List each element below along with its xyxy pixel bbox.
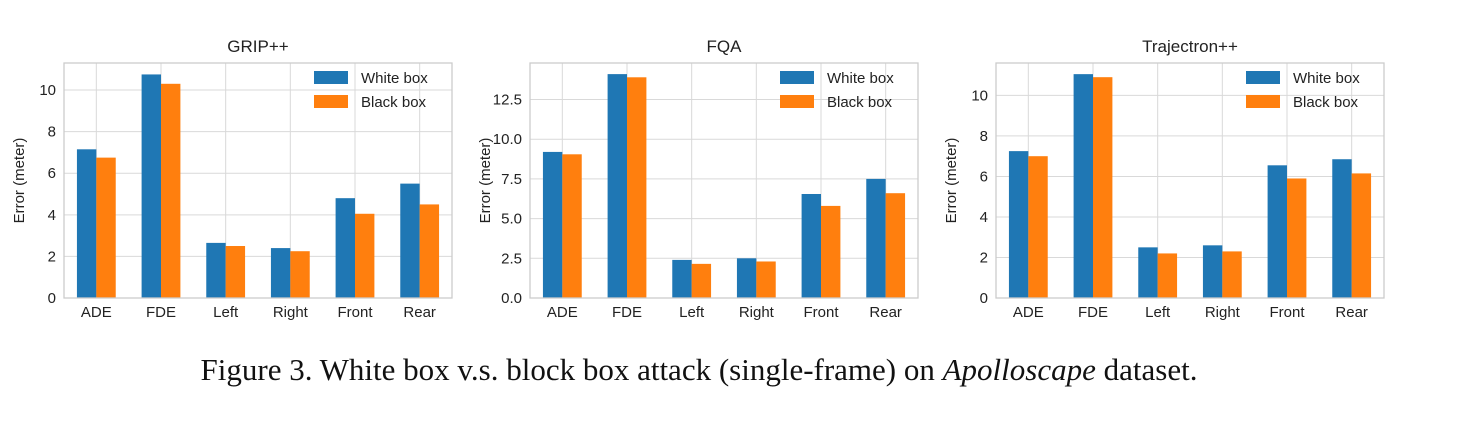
- y-tick-label: 10.0: [493, 131, 522, 148]
- x-tick-label: Left: [679, 304, 705, 321]
- y-tick-label: 6: [980, 168, 988, 185]
- caption-dataset-name: Apolloscape: [942, 352, 1096, 387]
- x-tick-label: FDE: [146, 304, 176, 321]
- x-tick-label: ADE: [547, 304, 578, 321]
- bar-white-box: [1267, 165, 1287, 298]
- y-axis-label: Error (meter): [943, 138, 960, 224]
- bar-white-box: [270, 248, 291, 298]
- figure-caption: Figure 3. White box v.s. block box attac…: [0, 352, 1398, 388]
- bar-black-box: [96, 157, 116, 298]
- x-tick-label: Left: [1145, 304, 1171, 321]
- legend-swatch: [780, 95, 814, 108]
- x-tick-label: Front: [803, 304, 839, 321]
- x-tick-label: Rear: [403, 304, 436, 321]
- x-tick-label: Rear: [1335, 304, 1368, 321]
- bar-black-box: [1351, 173, 1372, 298]
- legend-swatch: [1246, 71, 1280, 84]
- bar-white-box: [400, 183, 420, 298]
- bar-black-box: [1093, 77, 1113, 299]
- bar-black-box: [627, 77, 647, 298]
- bar-white-box: [206, 242, 226, 298]
- legend-label: White box: [827, 70, 894, 87]
- y-axis-label: Error (meter): [11, 138, 28, 224]
- bar-black-box: [1222, 251, 1242, 298]
- legend-label: White box: [1293, 70, 1360, 87]
- bar-black-box: [885, 193, 906, 298]
- chart-title: FQA: [707, 37, 743, 56]
- x-tick-label: Right: [739, 304, 775, 321]
- caption-prefix: Figure 3. White box v.s. block box attac…: [200, 352, 943, 387]
- x-tick-label: FDE: [1078, 304, 1108, 321]
- y-tick-label: 0: [48, 290, 56, 307]
- bar-white-box: [141, 74, 161, 298]
- chart-title: Trajectron++: [1142, 37, 1238, 56]
- y-tick-label: 12.5: [493, 92, 522, 109]
- legend-label: Black box: [827, 94, 893, 111]
- bar-white-box: [607, 74, 627, 298]
- bar-black-box: [1287, 178, 1307, 298]
- bar-black-box: [691, 263, 712, 298]
- y-tick-label: 7.5: [501, 171, 522, 188]
- bar-white-box: [542, 151, 563, 298]
- x-tick-label: ADE: [1013, 304, 1044, 321]
- bar-black-box: [756, 261, 776, 298]
- bar-white-box: [1332, 159, 1352, 298]
- bar-black-box: [1157, 253, 1178, 298]
- bar-white-box: [335, 198, 355, 298]
- x-tick-label: Front: [337, 304, 373, 321]
- bar-black-box: [419, 204, 440, 298]
- x-tick-label: FDE: [612, 304, 642, 321]
- bar-black-box: [562, 154, 582, 298]
- bar-white-box: [76, 149, 97, 298]
- bar-black-box: [161, 83, 181, 298]
- x-tick-label: Front: [1269, 304, 1305, 321]
- plot-frame: [63, 62, 453, 299]
- x-tick-label: Left: [213, 304, 239, 321]
- figure-charts: 0 2 4 6 8 10 ADE FDE Left Right Front Rear GRIP++ Err…: [11, 37, 1385, 321]
- bar-black-box: [290, 251, 310, 298]
- legend-swatch: [314, 95, 348, 108]
- bar-white-box: [672, 259, 692, 298]
- legend-swatch: [314, 71, 348, 84]
- bar-white-box: [1202, 245, 1223, 298]
- bar-black-box: [1028, 156, 1048, 298]
- y-tick-label: 5.0: [501, 211, 522, 228]
- legend-label: Black box: [1293, 94, 1359, 111]
- y-tick-label: 2.5: [501, 250, 522, 267]
- y-tick-label: 8: [48, 124, 56, 141]
- y-tick-label: 10: [39, 82, 56, 99]
- bar-white-box: [1138, 247, 1158, 298]
- y-tick-label: 4: [980, 209, 988, 226]
- plot-frame: [529, 62, 919, 299]
- x-tick-label: Rear: [869, 304, 902, 321]
- bar-white-box: [1073, 74, 1093, 298]
- plot-frame: [995, 62, 1385, 299]
- y-tick-label: 0.0: [501, 290, 522, 307]
- chart-title: GRIP++: [227, 37, 288, 56]
- y-axis-label: Error (meter): [477, 138, 494, 224]
- bar-black-box: [821, 205, 841, 298]
- caption-suffix: dataset.: [1095, 352, 1198, 387]
- legend-label: White box: [361, 70, 428, 87]
- bar-white-box: [801, 193, 821, 298]
- y-tick-label: 4: [48, 207, 56, 224]
- legend-swatch: [780, 71, 814, 84]
- bar-black-box: [355, 213, 375, 298]
- y-tick-label: 0: [980, 290, 988, 307]
- y-tick-label: 8: [980, 128, 988, 145]
- x-tick-label: Right: [273, 304, 309, 321]
- bar-white-box: [866, 178, 886, 298]
- y-tick-label: 10: [971, 87, 988, 104]
- x-tick-label: Right: [1205, 304, 1241, 321]
- legend-label: Black box: [361, 94, 427, 111]
- legend-swatch: [1246, 95, 1280, 108]
- bar-white-box: [1008, 151, 1029, 298]
- bar-white-box: [736, 258, 757, 298]
- y-tick-label: 2: [48, 248, 56, 265]
- y-tick-label: 2: [980, 249, 988, 266]
- y-tick-label: 6: [48, 165, 56, 182]
- x-tick-label: ADE: [81, 304, 112, 321]
- bar-black-box: [225, 246, 246, 298]
